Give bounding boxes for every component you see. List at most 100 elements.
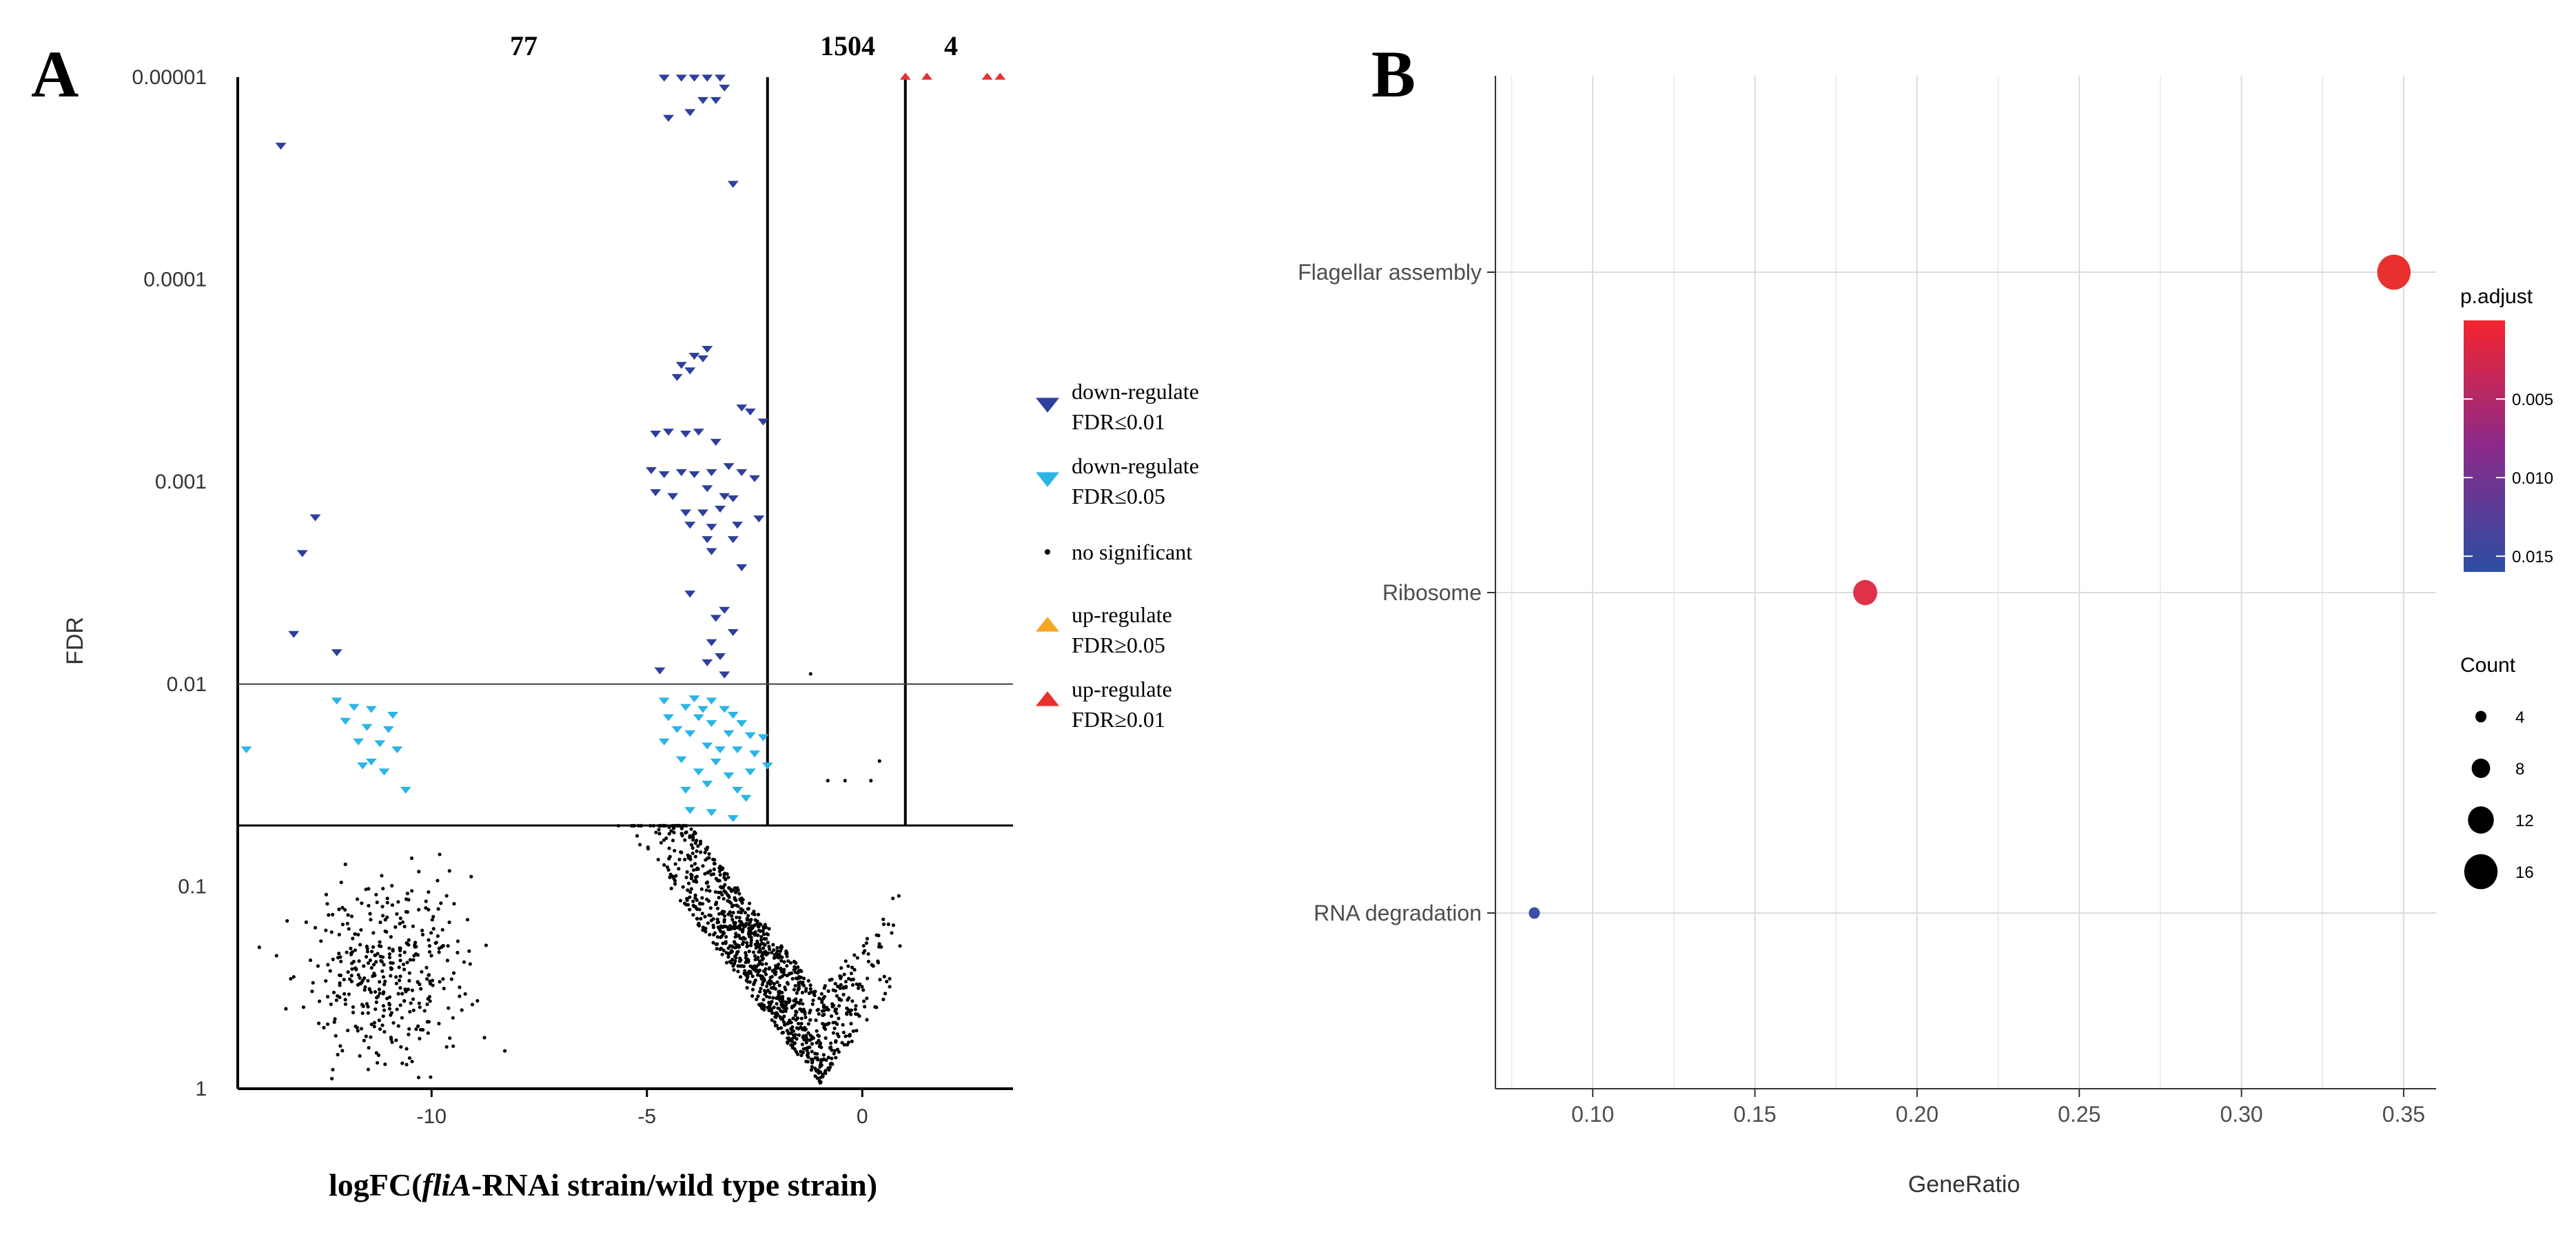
no-significant-point [274,954,278,958]
no-significant-point [433,941,438,945]
no-significant-point [648,823,653,828]
no-significant-point [781,1009,785,1014]
no-significant-point [394,975,398,979]
down-fdr005-point [693,768,704,776]
down-fdr005-point [361,724,373,731]
no-significant-point [673,862,677,866]
no-significant-point [346,913,350,917]
no-significant-point [374,1000,378,1005]
no-significant-point [752,982,756,987]
no-significant-point [437,946,441,951]
no-significant-point [407,943,411,947]
no-significant-point [733,926,737,931]
no-significant-point [741,942,745,946]
no-significant-point [445,958,449,963]
down-fdr001-point [736,404,748,412]
no-significant-point [688,907,692,912]
no-significant-point [767,945,771,949]
no-significant-point [441,977,445,981]
no-significant-point [781,998,785,1003]
no-significant-point [355,897,360,901]
no-significant-point [672,876,676,881]
no-significant-point [790,976,795,981]
up-fdr001-point [981,72,993,80]
no-significant-point [686,881,691,885]
no-significant-point [759,941,764,945]
padjust-legend-ticks: 0.005 0.010 0.015 [2464,391,2553,566]
no-significant-point [418,982,422,987]
x-tick-label: -5 [637,1105,656,1128]
no-significant-point [686,856,691,860]
no-significant-point [407,938,411,942]
no-significant-point [797,986,801,990]
no-significant-point [447,1006,451,1010]
no-significant-point [826,1056,830,1060]
down-fdr001-point [736,564,748,571]
no-significant-point [385,896,389,901]
no-significant-point [396,992,400,996]
no-significant-point [735,943,739,947]
legend: down-regulate FDR≤0.01 down-regulate FDR≤0.… [1036,379,1199,732]
no-significant-point [732,967,736,972]
no-significant-point [337,932,341,936]
no-significant-point [391,947,395,952]
no-significant-point [898,944,902,948]
y-tick-label: Flagellar assembly [1298,260,1482,285]
no-significant-point [460,1008,464,1012]
no-significant-point [747,901,752,905]
no-significant-point [366,1011,370,1015]
no-significant-point [718,873,722,877]
no-significant-point [691,868,696,872]
y-tick-label: 0.00001 [132,66,207,89]
no-significant-point [387,955,392,960]
no-significant-point [311,981,315,985]
no-significant-point [680,834,684,838]
no-significant-point [801,1002,805,1006]
no-significant-point [855,1029,859,1033]
no-significant-point [838,986,842,990]
no-significant-point [374,960,378,964]
no-significant-point [347,992,351,996]
no-significant-point [782,972,786,976]
no-significant-point [804,1015,808,1020]
no-significant-point [844,1034,848,1038]
no-significant-point [424,906,428,910]
no-significant-point [691,851,695,855]
no-significant-point [849,972,853,976]
down-fdr005-point [702,781,713,788]
legend-marker-no-significant [1045,549,1050,555]
down-fdr005-point [365,758,377,766]
no-significant-point [737,910,741,914]
down-fdr001-point [675,469,687,476]
no-significant-point [765,932,769,936]
no-significant-point [792,998,796,1003]
no-significant-point [374,892,378,896]
down-fdr001-point [309,514,321,522]
no-significant-point [368,912,372,916]
no-significant-point [826,989,830,993]
no-significant-point [689,827,693,831]
no-significant-point [761,980,765,984]
no-significant-point [451,971,456,975]
no-significant-point [805,1037,809,1041]
legend-marker [1036,691,1059,706]
no-significant-point [452,901,456,906]
no-significant-point [740,930,745,934]
x-axis-title-prefix: logFC( [329,1167,422,1202]
no-significant-point [667,846,671,850]
y-tick-label: 0.001 [155,471,207,493]
no-significant-point [746,944,750,948]
no-significant-point [418,1005,422,1009]
no-significant-point [749,931,753,935]
no-significant-point [759,935,764,939]
no-significant-point [322,1025,326,1029]
no-significant-point [429,1075,433,1079]
count-legend-dot [2475,710,2486,723]
no-significant-point [693,830,697,834]
no-significant-point [393,925,398,929]
down-fdr005-point [723,772,735,780]
no-significant-point [801,1050,806,1055]
down-fdr005-point [382,726,394,733]
no-significant-point [809,1068,814,1072]
no-significant-point [780,1017,785,1021]
